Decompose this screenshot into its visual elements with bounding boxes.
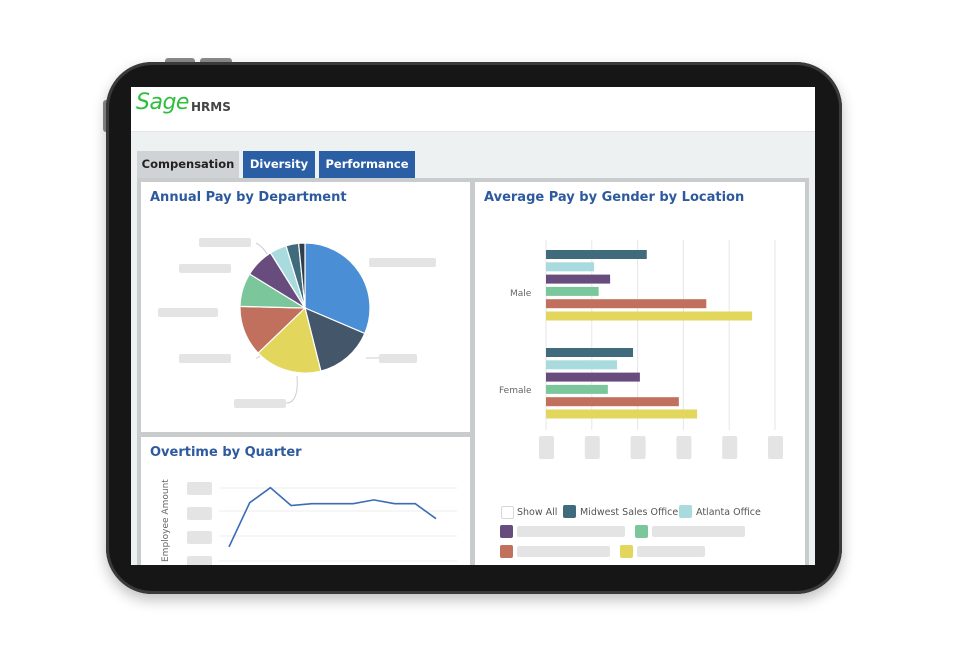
group-label-female: Female bbox=[499, 386, 532, 396]
legend-label-placeholder bbox=[517, 546, 610, 557]
group-label-male: Male bbox=[510, 289, 532, 299]
bar-male bbox=[546, 311, 753, 321]
y-tick-placeholder bbox=[187, 482, 212, 495]
overtime-panel: Overtime by Quarter Employee Amount bbox=[141, 437, 470, 565]
dashboard-panels: Annual Pay by Department bbox=[137, 178, 809, 565]
legend-show-all-label[interactable]: Show All bbox=[517, 507, 558, 518]
bar-female bbox=[546, 384, 608, 394]
pie-label-placeholder bbox=[158, 308, 218, 317]
x-tick-placeholder bbox=[676, 436, 692, 459]
sage-logo: Sage bbox=[136, 90, 189, 115]
x-tick-placeholder bbox=[630, 436, 646, 459]
bar-female bbox=[546, 409, 698, 419]
pay-by-department-panel: Annual Pay by Department bbox=[141, 182, 470, 432]
legend-swatch-midwest[interactable] bbox=[563, 505, 576, 518]
overtime-y-axis-label: Employee Amount bbox=[161, 479, 171, 562]
bar-male bbox=[546, 250, 647, 259]
tab-compensation[interactable]: Compensation bbox=[137, 151, 239, 178]
pay-by-department-chart bbox=[239, 242, 379, 404]
tab-diversity[interactable]: Diversity bbox=[243, 151, 315, 178]
app-name: HRMS bbox=[191, 100, 231, 114]
pay-by-gender-title: Average Pay by Gender by Location bbox=[484, 190, 745, 205]
y-tick-placeholder bbox=[187, 531, 212, 544]
x-tick-placeholder bbox=[722, 436, 738, 459]
pie-label-placeholder bbox=[179, 264, 231, 273]
bar-female bbox=[546, 397, 679, 407]
pie-slice bbox=[304, 306, 366, 372]
pay-by-gender-panel: Average Pay by Gender by Location Male F… bbox=[475, 182, 805, 565]
pay-by-department-title: Annual Pay by Department bbox=[150, 190, 347, 205]
legend-show-all-checkbox[interactable] bbox=[501, 506, 514, 519]
app-header: Sage HRMS bbox=[131, 87, 815, 132]
legend-label-placeholder bbox=[517, 526, 625, 537]
tablet-side-button bbox=[103, 100, 107, 132]
legend-label-midwest[interactable]: Midwest Sales Office bbox=[580, 507, 679, 518]
tablet-top-button-2 bbox=[200, 58, 232, 63]
overtime-title: Overtime by Quarter bbox=[150, 445, 302, 460]
x-tick-placeholder bbox=[768, 436, 783, 459]
bar-male bbox=[546, 286, 599, 296]
pie-slice bbox=[304, 242, 371, 335]
legend-swatch-yellow[interactable] bbox=[620, 545, 633, 558]
pie-slice bbox=[297, 242, 306, 309]
pie-label-placeholder bbox=[199, 238, 251, 247]
pie-slice bbox=[257, 306, 322, 374]
bar-male bbox=[546, 262, 595, 272]
legend-swatch-red[interactable] bbox=[500, 545, 513, 558]
overtime-series-line bbox=[228, 486, 437, 548]
pie-label-placeholder bbox=[179, 354, 231, 363]
pie-label-placeholder bbox=[379, 354, 417, 363]
legend-swatch-purple[interactable] bbox=[500, 525, 513, 538]
tab-performance[interactable]: Performance bbox=[319, 151, 415, 178]
legend-swatch-green[interactable] bbox=[635, 525, 648, 538]
bar-male bbox=[546, 299, 707, 309]
x-tick-placeholder bbox=[584, 436, 600, 459]
y-tick-placeholder bbox=[187, 507, 212, 520]
pay-by-gender-chart: Male Female bbox=[499, 240, 783, 459]
x-tick-placeholder bbox=[539, 436, 554, 459]
y-tick-placeholder bbox=[187, 556, 212, 565]
legend-label-placeholder bbox=[652, 526, 745, 537]
bar-female bbox=[546, 360, 617, 370]
pie-label-placeholder bbox=[234, 399, 286, 408]
legend-label-atlanta[interactable]: Atlanta Office bbox=[696, 507, 761, 518]
app-screen: Sage HRMS Compensation Diversity Perform… bbox=[131, 87, 815, 565]
bar-male bbox=[546, 274, 611, 284]
legend-label-placeholder bbox=[637, 546, 705, 557]
bar-female bbox=[546, 372, 640, 382]
tablet-top-button-1 bbox=[165, 58, 195, 63]
pie-label-placeholder bbox=[369, 258, 436, 267]
bar-female bbox=[546, 348, 634, 357]
overtime-chart: Employee Amount bbox=[161, 479, 457, 565]
legend-swatch-atlanta[interactable] bbox=[679, 505, 692, 518]
